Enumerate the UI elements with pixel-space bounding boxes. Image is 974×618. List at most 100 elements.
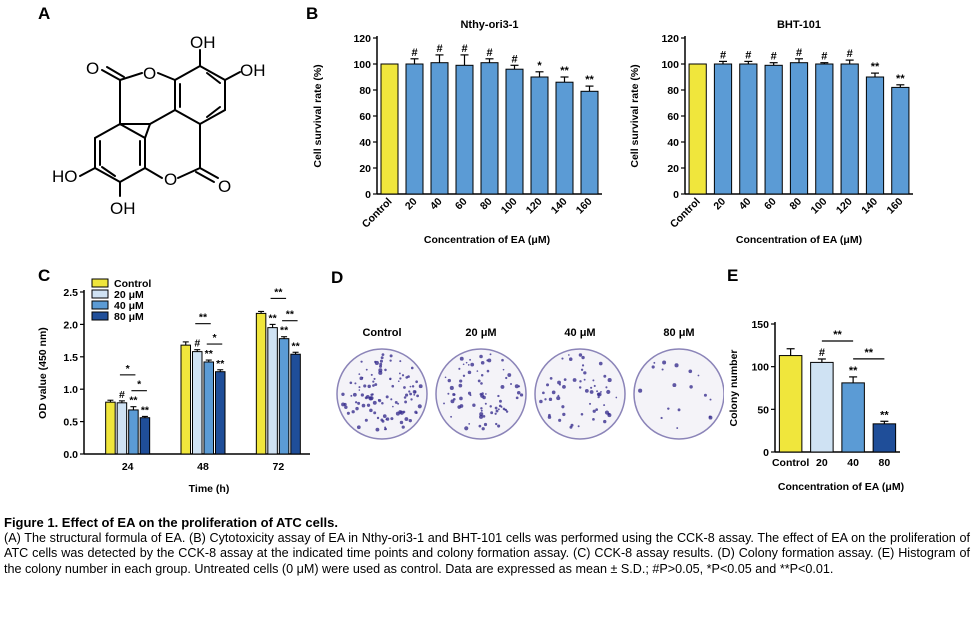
colony-dot (596, 390, 599, 393)
colony-dot (501, 358, 504, 362)
colony-dot (404, 417, 409, 421)
colony-dot (500, 384, 505, 389)
legend-label: 80 μM (114, 311, 144, 323)
significance-label: ** (585, 74, 594, 86)
colony-dot (549, 376, 553, 380)
legend-swatch (91, 311, 109, 321)
legend-label: 20 μM (114, 289, 144, 301)
colony-dot (356, 425, 361, 430)
colony-dot (399, 377, 402, 380)
x-tick-label: 60 (453, 196, 470, 213)
colony-dot (369, 408, 373, 413)
significance-label: # (119, 389, 125, 401)
colony-dot (588, 402, 592, 405)
colony-dot (607, 413, 612, 418)
colony-dot (689, 385, 693, 389)
structure-label-oh-bottom: OH (110, 199, 136, 218)
structure-atom-o-4: O (218, 177, 231, 196)
colony-dot (606, 389, 611, 395)
colony-dot (462, 374, 466, 377)
colony-dot (497, 408, 500, 411)
colony-dot (403, 396, 407, 399)
bar (810, 361, 834, 453)
colony-dot (399, 420, 404, 425)
colony-dot (372, 380, 375, 383)
colony-dot (381, 353, 385, 356)
colony-dot (349, 381, 353, 385)
x-tick-label: 120 (834, 196, 855, 217)
colony-dot (366, 403, 371, 407)
bar (278, 338, 290, 455)
x-tick-label: 24 (122, 461, 134, 473)
y-tick-label: 40 (359, 137, 371, 149)
colony-dot (408, 418, 412, 423)
bar (455, 64, 474, 195)
colony-dot (703, 393, 707, 397)
colony-dot (384, 368, 387, 372)
colony-dot (547, 415, 552, 419)
colony-dot (413, 393, 416, 396)
y-tick-label: 2.0 (63, 319, 78, 331)
colony-dot (544, 398, 547, 401)
y-axis-label: OD value (450 nm) (37, 327, 49, 419)
colony-dot (469, 358, 472, 361)
x-tick-label: 120 (524, 196, 545, 217)
figure-caption: Figure 1. Effect of EA on the proliferat… (4, 515, 970, 577)
colony-dot (597, 395, 600, 399)
colony-dot (358, 386, 361, 389)
x-tick-label: 140 (859, 196, 880, 217)
colony-dot (389, 377, 392, 381)
colony-dot (405, 393, 409, 397)
bar (555, 81, 574, 195)
colony-dot (397, 380, 400, 383)
colony-dot (480, 382, 483, 385)
colony-dot (516, 390, 521, 395)
x-tick-label: 80 (478, 196, 495, 213)
y-tick-label: 80 (667, 85, 679, 97)
colony-dot (399, 360, 402, 363)
x-tick-label: 80 (879, 457, 891, 469)
colony-dot (590, 386, 593, 389)
bar (688, 63, 707, 195)
bar (267, 327, 278, 455)
y-tick-label: 2.5 (63, 287, 78, 299)
bar (840, 63, 859, 195)
colony-dot (408, 390, 411, 393)
caption-title: Figure 1. Effect of EA on the proliferat… (4, 515, 338, 530)
colony-dot (556, 396, 561, 401)
culture-dish (633, 348, 724, 440)
colony-dot (470, 362, 475, 367)
colony-dot (379, 359, 383, 363)
y-axis-label: Cell survival rate (%) (312, 64, 324, 167)
legend-label: 40 μM (114, 300, 144, 312)
colony-dot (354, 401, 358, 404)
bar (405, 63, 424, 195)
significance-label: # (720, 49, 726, 61)
colony-dot (548, 397, 553, 402)
y-tick-label: 1.5 (63, 352, 78, 364)
colony-dot (548, 413, 551, 417)
panel-label-d: D (331, 268, 344, 287)
significance-label: # (411, 47, 417, 59)
bar (580, 90, 599, 195)
bar (255, 312, 267, 455)
colony-dot (364, 396, 368, 400)
colony-dot (376, 416, 380, 420)
chart-colony-number: 0 50 100 150 Colony number Control #20 ** 40 ** 80… (728, 319, 904, 493)
colony-dot (385, 395, 389, 399)
colony-dot (603, 374, 607, 378)
bracket-label: * (212, 332, 217, 344)
colony-dot (697, 374, 700, 377)
colony-dot (603, 419, 607, 424)
colony-dot (558, 418, 562, 422)
colony-dot (458, 367, 461, 370)
colony-dot (577, 425, 580, 428)
x-tick-label: 140 (549, 196, 570, 217)
y-tick-label: 20 (667, 163, 679, 175)
y-tick-label: 80 (359, 85, 371, 97)
significance-label: # (771, 51, 777, 63)
colony-dot (401, 374, 405, 377)
colony-dot (407, 375, 410, 378)
significance-label: # (436, 43, 442, 55)
colony-dot (367, 384, 371, 389)
